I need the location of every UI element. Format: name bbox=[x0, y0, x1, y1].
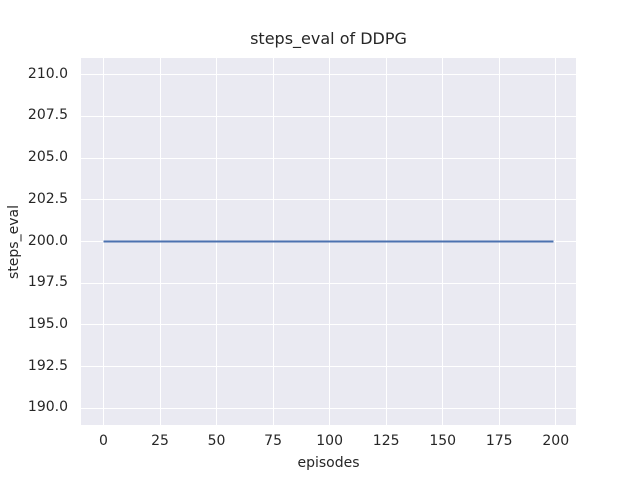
x-tick-label: 150 bbox=[429, 433, 457, 449]
y-gridline bbox=[81, 157, 576, 159]
y-gridline bbox=[81, 407, 576, 409]
y-gridline bbox=[81, 74, 576, 76]
x-tick-label: 50 bbox=[207, 433, 226, 449]
x-tick-label: 100 bbox=[316, 433, 343, 449]
y-tick-label: 205.0 bbox=[27, 149, 68, 166]
y-tick-label: 190.0 bbox=[27, 399, 68, 416]
x-tick-label: 175 bbox=[485, 433, 513, 449]
x-tick-label: 200 bbox=[542, 433, 570, 449]
chart-title: steps_eval of DDPG bbox=[250, 29, 407, 48]
y-tick-label: 197.5 bbox=[27, 274, 68, 291]
y-tick-label: 210.0 bbox=[27, 65, 68, 82]
y-tick-label: 192.5 bbox=[27, 357, 68, 374]
y-tick-label: 195.0 bbox=[27, 315, 68, 332]
x-axis-label: episodes bbox=[297, 455, 360, 471]
y-tick-label: 200.0 bbox=[27, 232, 68, 249]
y-gridline bbox=[81, 199, 576, 201]
y-gridline bbox=[81, 282, 576, 284]
plot-area bbox=[81, 58, 576, 425]
y-tick-label: 202.5 bbox=[27, 190, 68, 207]
x-tick-label: 0 bbox=[99, 433, 108, 449]
y-tick-label: 207.5 bbox=[27, 107, 68, 124]
y-gridline bbox=[81, 324, 576, 326]
x-tick-label: 25 bbox=[151, 433, 169, 449]
x-tick-label: 125 bbox=[372, 433, 400, 449]
x-tick-label: 75 bbox=[264, 433, 282, 449]
y-gridline bbox=[81, 366, 576, 368]
y-gridline bbox=[81, 115, 576, 117]
y-axis-label: steps_eval bbox=[6, 205, 22, 279]
series-line-svg bbox=[103, 240, 554, 243]
